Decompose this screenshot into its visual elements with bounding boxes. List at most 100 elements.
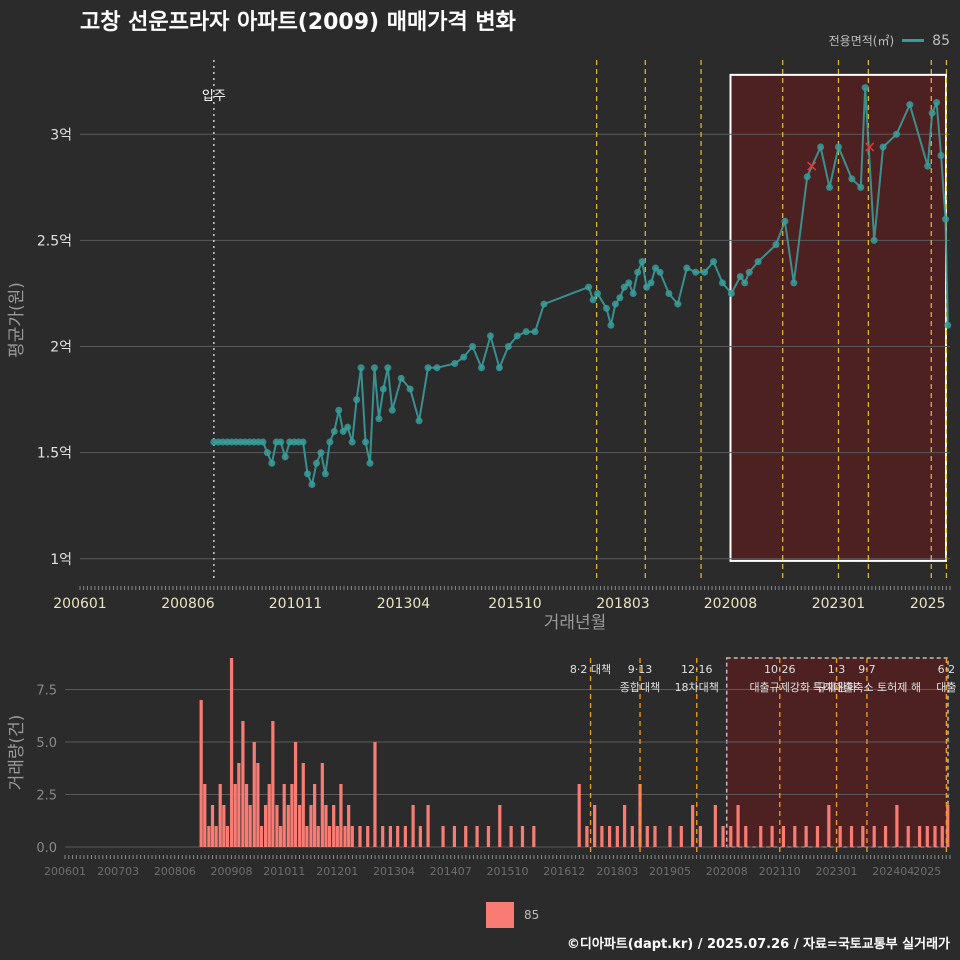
- cancel-marker-icon: [865, 142, 875, 152]
- volume-bar: [256, 763, 260, 847]
- volume-bar: [229, 658, 234, 847]
- price-point: [879, 143, 887, 151]
- price-point: [326, 438, 334, 446]
- volume-bar: [199, 700, 203, 847]
- price-point: [330, 427, 338, 435]
- price-point: [826, 183, 834, 191]
- price-point: [406, 385, 414, 393]
- volume-bar: [577, 784, 581, 847]
- price-point: [870, 236, 878, 244]
- price-point: [727, 289, 735, 297]
- volume-y-tick-label: 2.5: [36, 789, 57, 804]
- price-point: [277, 438, 285, 446]
- volume-bar: [241, 721, 245, 847]
- volume-bar: [679, 826, 683, 847]
- volume-x-tick-label: 200601: [44, 865, 86, 878]
- price-point: [308, 480, 316, 488]
- cancel-marker-stroke: [865, 142, 875, 152]
- volume-bar: [917, 826, 922, 847]
- price-point: [906, 101, 914, 109]
- legend-bottom-value: 85: [524, 908, 540, 922]
- x-tick-label: 200601: [53, 596, 106, 612]
- volume-bar: [925, 826, 929, 847]
- volume-bar: [388, 826, 393, 847]
- volume-bar: [237, 763, 241, 847]
- price-point: [718, 279, 726, 287]
- price-point: [674, 300, 682, 308]
- volume-bar: [335, 826, 339, 847]
- policy-annotation-line1: 1·3: [828, 663, 846, 676]
- price-point: [312, 459, 320, 467]
- price-point: [643, 283, 651, 291]
- price-point: [656, 268, 664, 276]
- price-point: [424, 364, 432, 372]
- footer-credit: ©디아파트(dapt.kr) / 2025.07.26 / 자료=국토교통부 실…: [566, 937, 950, 952]
- price-point: [478, 364, 486, 372]
- volume-bar: [593, 805, 597, 847]
- volume-x-tick-label: 202110: [759, 865, 801, 878]
- volume-x-tick-label: 200908: [211, 865, 253, 878]
- volume-bar: [827, 805, 831, 847]
- price-point: [857, 183, 865, 191]
- volume-bar: [214, 826, 218, 847]
- volume-x-tick-label: 201304: [373, 865, 415, 878]
- price-point: [370, 364, 378, 372]
- volume-bar: [441, 826, 445, 847]
- price-point: [634, 268, 642, 276]
- y-tick-label: 2.5억: [37, 233, 72, 249]
- volume-bar: [736, 805, 740, 847]
- volume-bar: [622, 805, 627, 847]
- volume-y-tick-label: 7.5: [36, 684, 57, 699]
- price-point: [594, 289, 602, 297]
- volume-bar: [418, 826, 422, 847]
- price-point: [924, 162, 932, 170]
- volume-bar: [403, 826, 407, 847]
- volume-bar: [698, 826, 702, 847]
- price-point: [602, 304, 610, 312]
- volume-bar: [713, 805, 717, 847]
- volume-bar: [267, 784, 271, 847]
- policy-annotation-line2: 규제완화: [816, 681, 856, 694]
- policy-annotation-line1: 8·2 대책: [570, 663, 611, 676]
- price-point: [781, 217, 789, 225]
- volume-bar: [263, 805, 268, 847]
- volume-bar: [233, 784, 237, 847]
- price-point: [397, 374, 405, 382]
- volume-bar: [290, 784, 294, 847]
- volume-bar: [381, 826, 385, 847]
- volume-bar: [305, 826, 309, 847]
- price-point: [942, 215, 950, 223]
- price-point: [790, 279, 798, 287]
- volume-bar: [366, 826, 370, 847]
- price-point: [263, 449, 271, 457]
- volume-x-tick-label: 200806: [154, 865, 196, 878]
- price-point: [772, 241, 780, 249]
- volume-bar: [347, 805, 351, 847]
- price-point: [522, 328, 530, 336]
- volume-bar: [653, 826, 657, 847]
- price-point: [495, 364, 503, 372]
- legend-top-value: 85: [932, 32, 950, 49]
- volume-x-tick-label: 201905: [649, 865, 691, 878]
- volume-bar: [721, 826, 725, 847]
- x-tick-label: 200806: [161, 596, 215, 612]
- volume-bar: [309, 805, 313, 847]
- page-title: 고창 선운프라자 아파트(2009) 매매가격 변화: [80, 10, 516, 35]
- x-tick-label: 201510: [488, 596, 541, 612]
- price-point: [607, 321, 615, 329]
- volume-bar: [301, 763, 305, 847]
- price-point: [933, 98, 941, 106]
- volume-bar: [316, 826, 320, 847]
- price-point: [469, 343, 477, 351]
- volume-bar: [207, 826, 211, 847]
- volume-bar: [906, 826, 910, 847]
- volume-bar: [838, 826, 842, 847]
- price-point: [259, 438, 267, 446]
- volume-bar: [744, 826, 748, 847]
- volume-bar: [861, 826, 865, 847]
- price-point: [362, 438, 370, 446]
- volume-x-tick-label: 202008: [706, 865, 748, 878]
- x-tick-label: 202301: [812, 596, 865, 612]
- volume-bar: [793, 826, 797, 847]
- volume-bar: [396, 826, 400, 847]
